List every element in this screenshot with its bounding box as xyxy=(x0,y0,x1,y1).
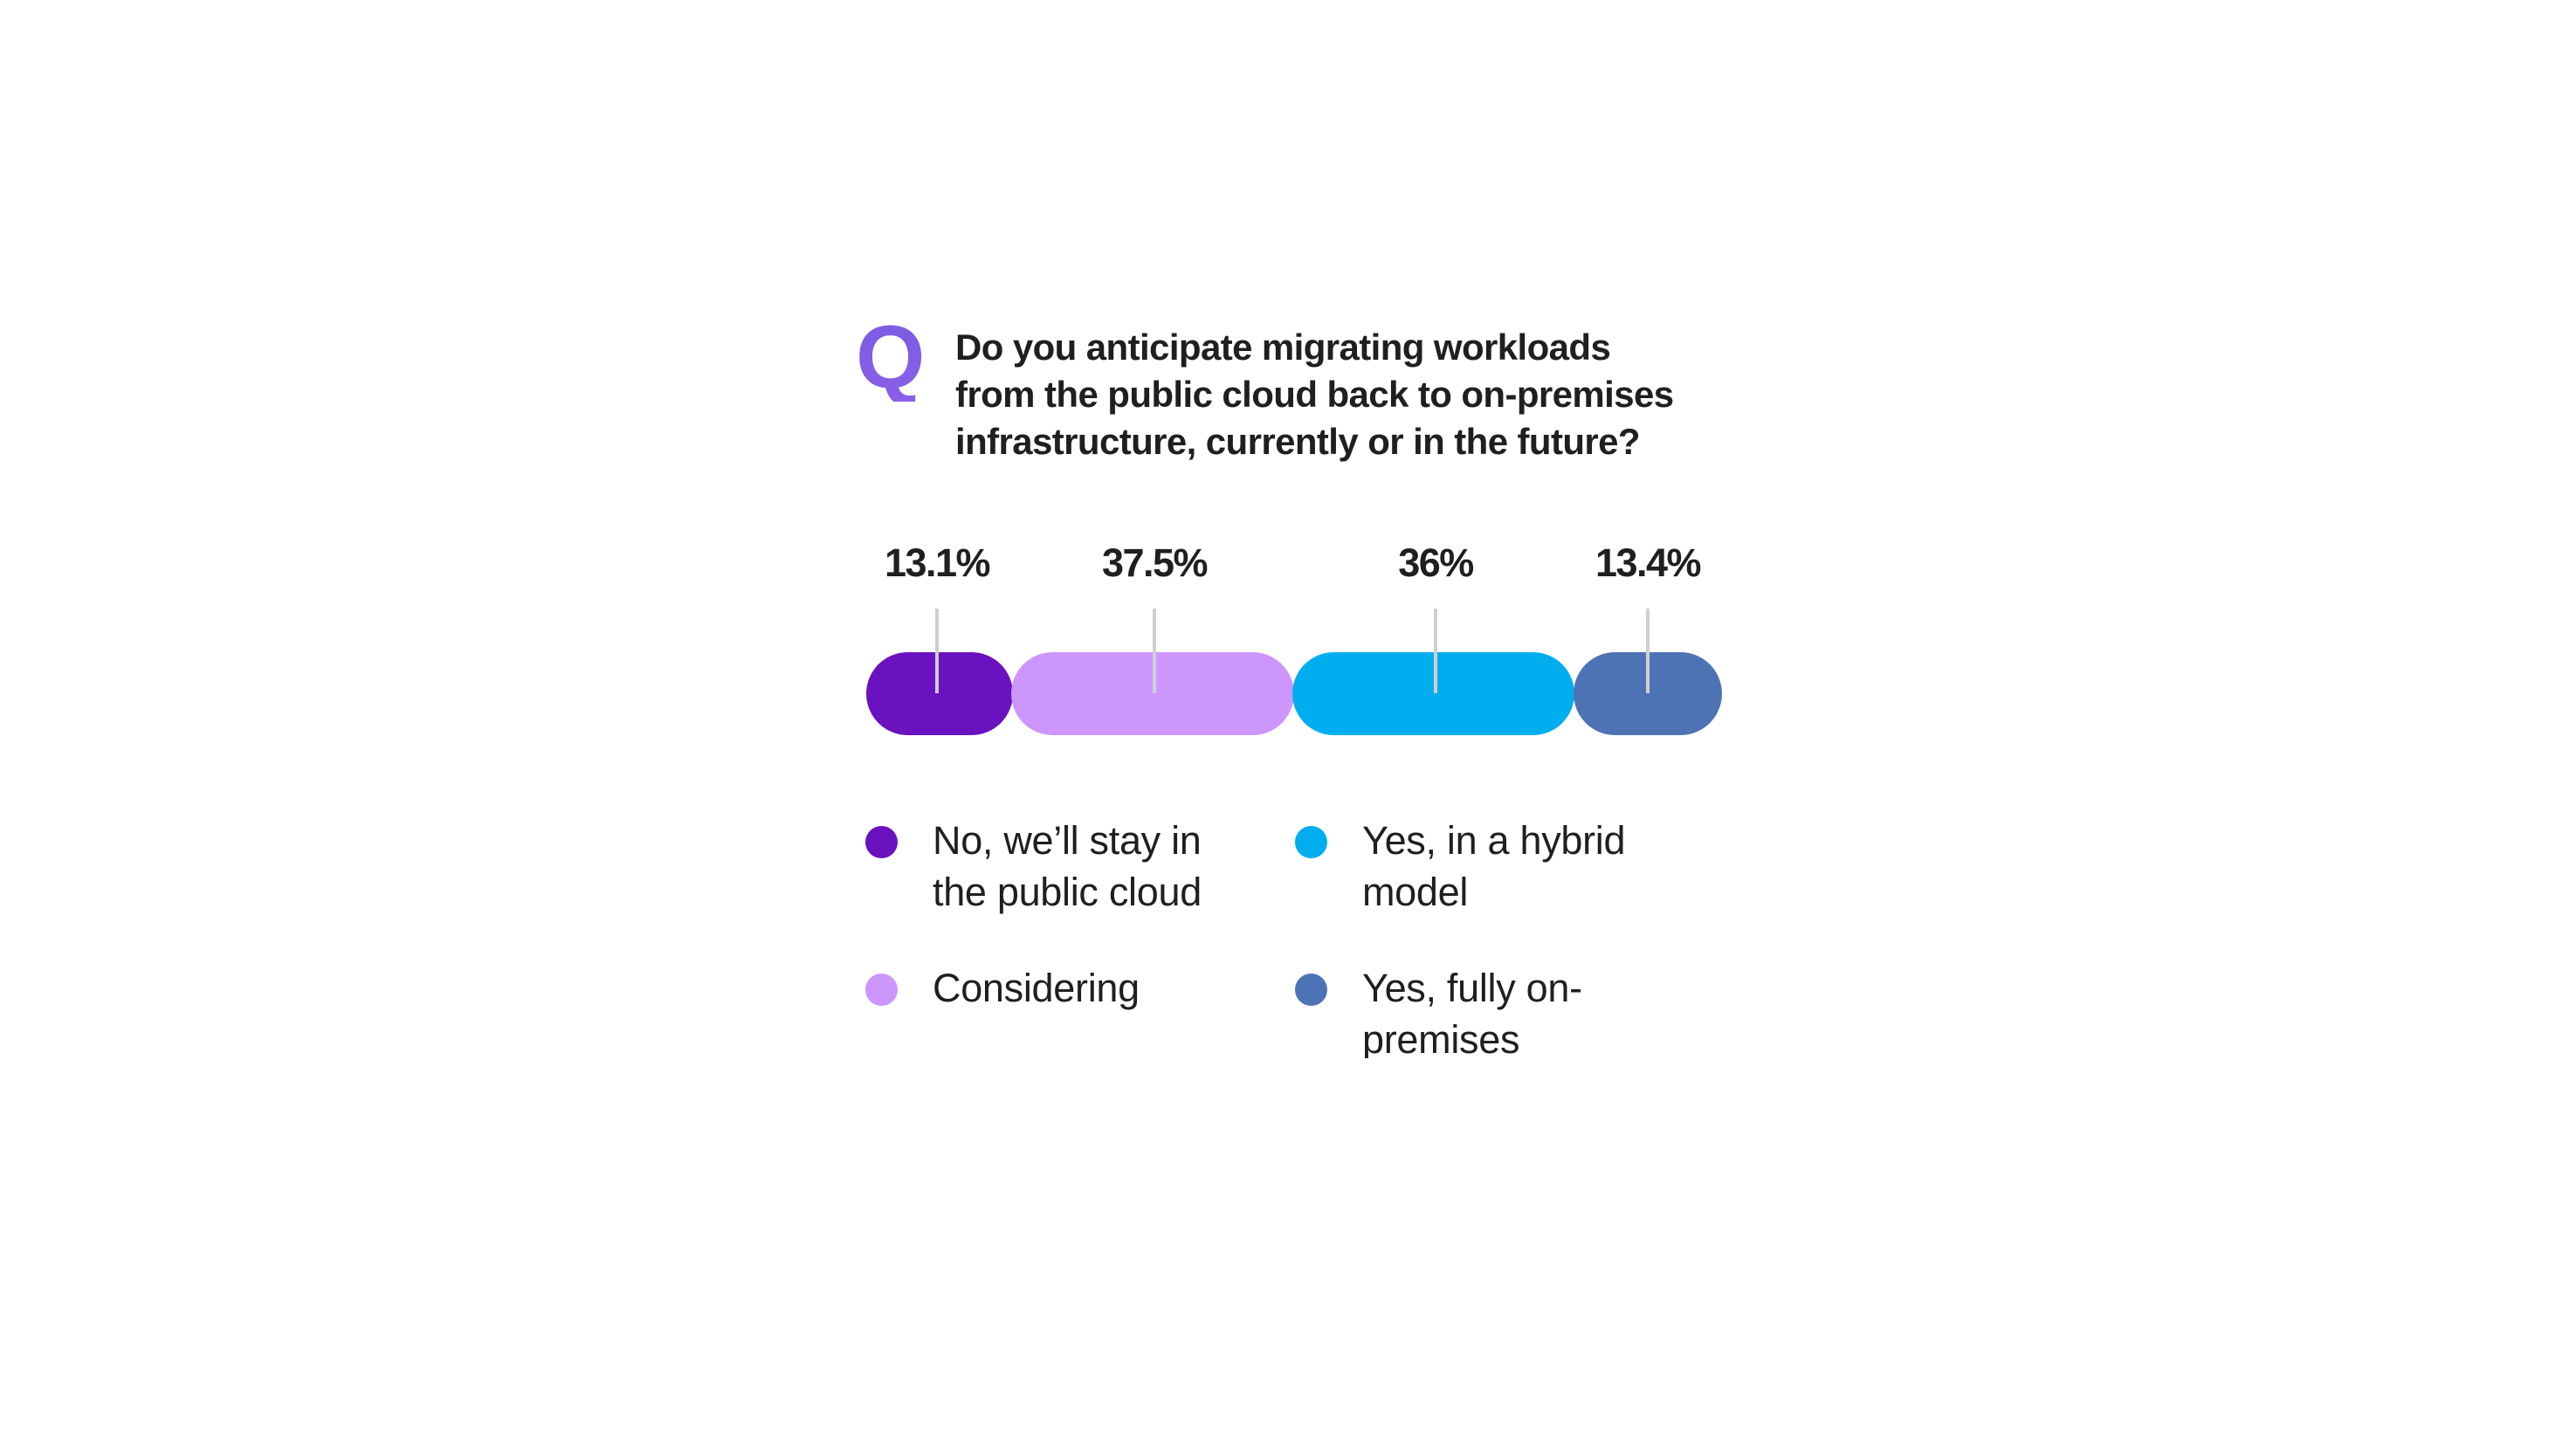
bar-segment-hybrid xyxy=(1292,652,1574,735)
legend-label-line: Yes, in a hybrid xyxy=(1362,818,1626,863)
value-label-fully-on-prem: 13.4% xyxy=(1595,540,1702,585)
legend-label: No, we’ll stay in the public cloud xyxy=(933,815,1202,918)
value-label-no-stay: 13.1% xyxy=(884,540,991,585)
leader-tick-no-stay xyxy=(935,609,939,693)
legend-label: Yes, in a hybrid model xyxy=(1362,815,1626,918)
leader-tick-hybrid xyxy=(1434,609,1437,693)
question-line-2: from the public cloud back to on-premise… xyxy=(955,374,1674,415)
legend-label-line: No, we’ll stay in xyxy=(933,818,1202,863)
question-title: Do you anticipate migrating workloads fr… xyxy=(955,324,1741,465)
legend-label-line: Yes, fully on- xyxy=(1362,966,1582,1010)
legend-dot-icon xyxy=(865,826,898,858)
value-label-considering: 37.5% xyxy=(1101,540,1209,585)
legend-label: Yes, fully on- premises xyxy=(1362,962,1582,1058)
leader-tick-fully-on-prem xyxy=(1646,609,1650,693)
question-marker-q: Q xyxy=(856,307,926,407)
legend-dot-icon xyxy=(1295,974,1327,1006)
legend-label-line: Considering xyxy=(933,966,1140,1010)
question-line-3: infrastructure, currently or in the futu… xyxy=(955,421,1641,462)
leader-tick-considering xyxy=(1153,609,1156,693)
legend-label-line: premises xyxy=(1362,1017,1520,1058)
legend-dot-icon xyxy=(865,974,898,1006)
legend-label: Considering xyxy=(933,962,1140,1014)
bar-segment-no-stay xyxy=(866,652,1013,735)
value-label-hybrid: 36% xyxy=(1398,540,1474,585)
legend-label-line: the public cloud xyxy=(933,870,1202,914)
chart-legend: No, we’ll stay in the public cloud Consi… xyxy=(865,815,1626,1058)
legend-label-line: model xyxy=(1362,870,1469,914)
question-line-1: Do you anticipate migrating workloads xyxy=(955,327,1611,368)
legend-dot-icon xyxy=(1295,826,1327,858)
